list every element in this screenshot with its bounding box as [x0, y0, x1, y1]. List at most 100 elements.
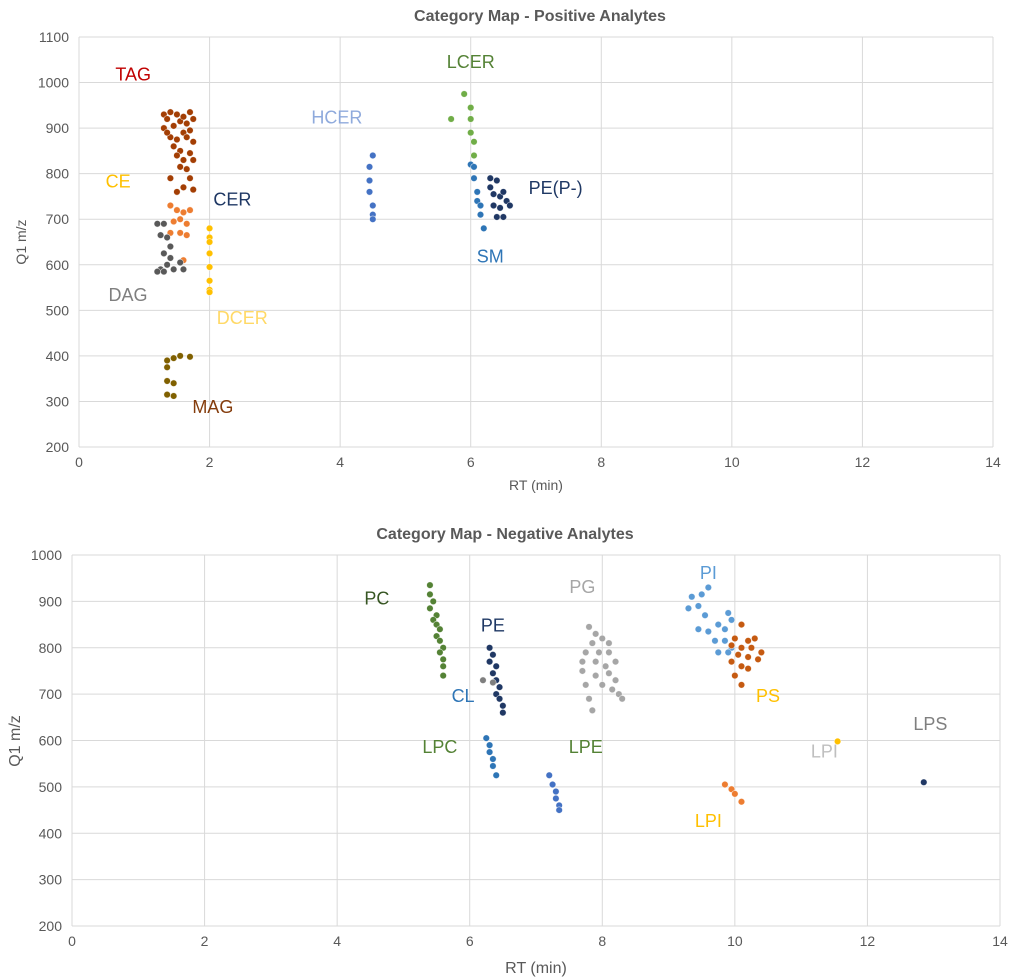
data-point: [755, 656, 762, 663]
data-point: [549, 781, 556, 788]
category-label: LPS: [913, 714, 947, 734]
data-point: [490, 763, 497, 770]
series-lcer: [448, 91, 477, 159]
series-ce: [167, 202, 193, 263]
data-point: [735, 651, 742, 658]
data-point: [187, 109, 194, 116]
data-point: [705, 628, 712, 635]
data-point: [602, 663, 609, 670]
data-point: [437, 637, 444, 644]
data-point: [187, 150, 194, 157]
data-point: [170, 266, 177, 273]
category-label: DAG: [108, 285, 147, 305]
y-tick-label: 200: [46, 439, 70, 455]
data-point: [553, 788, 560, 795]
series-mag: [164, 353, 193, 400]
data-point: [177, 230, 184, 237]
data-point: [738, 644, 745, 651]
data-point: [589, 707, 596, 714]
data-point: [732, 791, 739, 798]
data-point: [170, 355, 177, 362]
series-lpi: [722, 781, 745, 805]
y-tick-label: 800: [46, 166, 70, 182]
series-pe-p-: [487, 175, 513, 220]
category-label: PE: [481, 616, 505, 636]
data-point: [483, 735, 490, 742]
data-point: [500, 709, 507, 716]
y-tick-label: 600: [46, 257, 70, 273]
x-tick-label: 6: [466, 933, 474, 949]
x-tick-label: 14: [992, 933, 1008, 949]
data-point: [496, 684, 503, 691]
series-hcer: [366, 152, 376, 222]
category-label: CE: [106, 171, 131, 191]
data-point: [170, 123, 177, 130]
x-axis-title: RT (min): [505, 960, 567, 977]
x-tick-label: 2: [201, 933, 209, 949]
data-point: [167, 255, 174, 262]
category-label: HCER: [311, 108, 362, 128]
data-point: [745, 654, 752, 661]
x-tick-label: 2: [206, 454, 214, 470]
data-point: [732, 635, 739, 642]
data-point: [467, 104, 474, 111]
series-pc: [427, 582, 447, 679]
data-point: [712, 637, 719, 644]
x-tick-label: 6: [467, 454, 475, 470]
data-point: [738, 663, 745, 670]
x-tick-label: 0: [75, 454, 83, 470]
data-point: [183, 232, 190, 239]
data-point: [477, 202, 484, 209]
data-point: [430, 598, 437, 605]
x-tick-label: 4: [336, 454, 344, 470]
y-tick-label: 700: [39, 686, 63, 702]
category-label: PI: [700, 563, 717, 583]
data-point: [167, 243, 174, 250]
x-tick-label: 8: [598, 933, 606, 949]
data-point: [748, 644, 755, 651]
data-point: [206, 277, 213, 284]
data-point: [493, 772, 500, 779]
data-point: [437, 649, 444, 656]
data-point: [477, 211, 484, 218]
category-label: PG: [569, 577, 595, 597]
data-point: [486, 658, 493, 665]
data-point: [369, 202, 376, 209]
data-point: [487, 184, 494, 191]
y-tick-label: 900: [46, 120, 70, 136]
data-point: [427, 582, 434, 589]
data-point: [722, 637, 729, 644]
data-point: [174, 111, 181, 118]
data-point: [183, 134, 190, 141]
data-point: [586, 695, 593, 702]
data-point: [164, 364, 171, 371]
category-label: PE(P-): [529, 178, 583, 198]
data-point: [167, 175, 174, 182]
data-point: [161, 220, 168, 227]
data-point: [471, 164, 478, 171]
y-tick-label: 400: [39, 825, 63, 841]
x-tick-label: 0: [68, 933, 76, 949]
data-point: [206, 264, 213, 271]
data-point: [556, 807, 563, 814]
data-point: [490, 756, 497, 763]
data-point: [467, 129, 474, 136]
data-point: [190, 116, 197, 123]
series-lps: [920, 779, 927, 786]
data-point: [705, 584, 712, 591]
data-point: [715, 621, 722, 628]
data-point: [579, 658, 586, 665]
data-point: [490, 679, 497, 686]
chart-title: Category Map - Negative Analytes: [376, 526, 633, 543]
y-tick-label: 400: [46, 348, 70, 364]
x-tick-label: 10: [724, 454, 740, 470]
y-tick-label: 600: [39, 733, 63, 749]
data-point: [461, 91, 468, 98]
data-point: [589, 640, 596, 647]
data-point: [480, 225, 487, 232]
data-point: [180, 157, 187, 164]
data-point: [579, 668, 586, 675]
data-point: [164, 129, 171, 136]
data-point: [486, 749, 493, 756]
